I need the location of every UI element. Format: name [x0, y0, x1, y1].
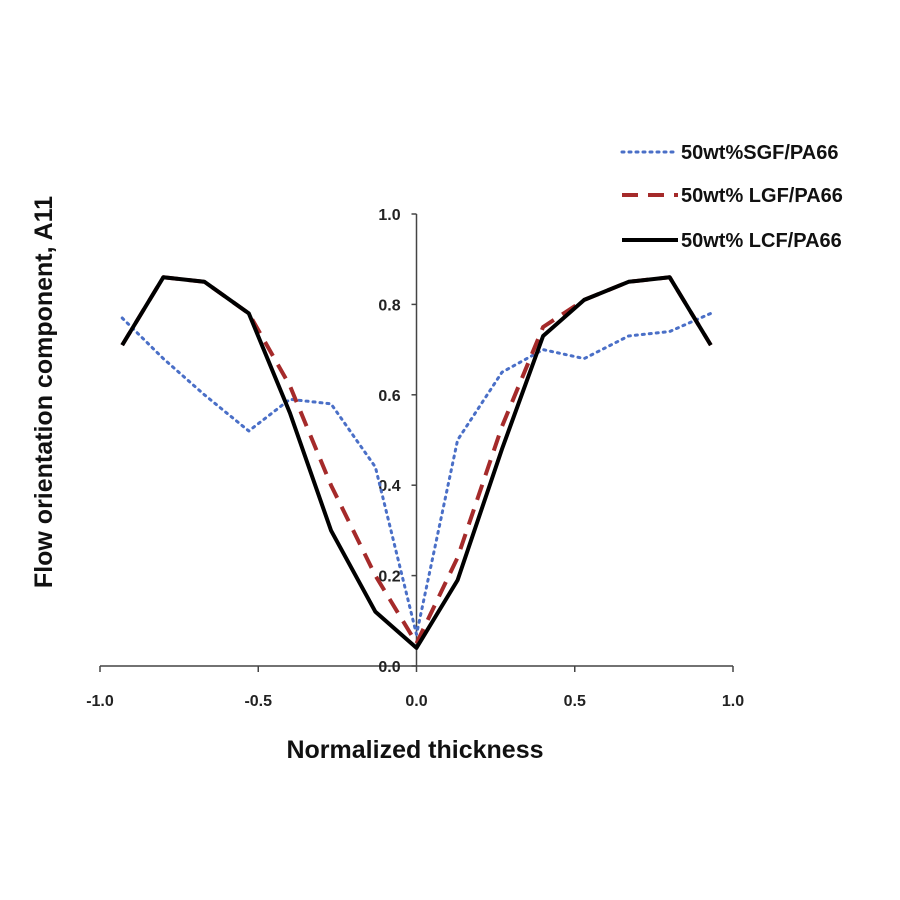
- series-line-0: [120, 311, 713, 636]
- x-axis-title: Normalized thickness: [286, 736, 543, 764]
- y-tick-label: 0.8: [378, 297, 400, 314]
- y-tick-label: 0.2: [378, 569, 400, 586]
- legend: 50wt%SGF/PA66 50wt% LGF/PA66 50wt% LCF/P…: [620, 142, 843, 252]
- plot-area: -1.0 -0.5 0.0 0.5 1.0 0.0 0.2 0.4 0.6 0.8 1.0: [86, 207, 744, 710]
- series-line-2: [120, 275, 713, 650]
- x-tick-label: 0.5: [564, 693, 586, 710]
- y-ticks: 0.0 0.2 0.4 0.6 0.8 1.0: [378, 207, 417, 676]
- x-tick-label: 0.0: [405, 693, 427, 710]
- y-tick-label: 1.0: [378, 207, 400, 224]
- legend-label-lgf: 50wt% LGF/PA66: [681, 185, 843, 207]
- x-tick-label: 1.0: [722, 693, 744, 710]
- legend-label-sgf: 50wt%SGF/PA66: [681, 142, 838, 164]
- series-layer: [120, 275, 713, 650]
- legend-item-lcf: 50wt% LCF/PA66: [622, 230, 842, 252]
- y-tick-label: 0.6: [378, 388, 400, 405]
- y-tick-label: 0.4: [378, 478, 400, 495]
- y-axis-title: Flow orientation component, A11: [30, 196, 58, 588]
- x-tick-label: -1.0: [86, 693, 114, 710]
- x-tick-label: -0.5: [244, 693, 272, 710]
- legend-label-lcf: 50wt% LCF/PA66: [681, 230, 842, 252]
- legend-item-lgf: 50wt% LGF/PA66: [622, 185, 843, 207]
- legend-item-sgf: 50wt%SGF/PA66: [620, 142, 838, 164]
- y-tick-label: 0.0: [378, 659, 400, 676]
- x-ticks: -1.0 -0.5 0.0 0.5 1.0: [86, 666, 744, 710]
